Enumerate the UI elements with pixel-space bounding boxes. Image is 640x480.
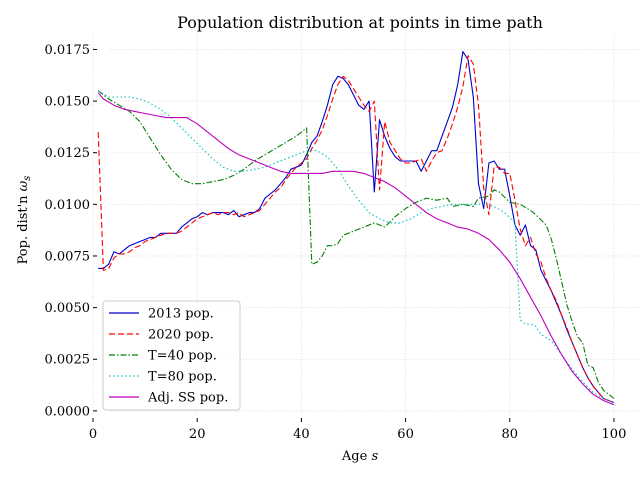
chart-title: Population distribution at points in tim…	[177, 13, 543, 32]
y-tick-label: 0.0100	[45, 198, 91, 213]
x-axis-label: Age s	[341, 449, 379, 464]
x-tick-label: 20	[189, 427, 206, 442]
legend-label-2: 2020 pop.	[148, 328, 214, 343]
legend-box	[102, 300, 241, 411]
x-tick-label: 0	[89, 427, 97, 442]
y-tick-label: 0.0000	[45, 404, 91, 419]
y-tick-label: 0.0050	[45, 301, 91, 316]
x-tick-label: 60	[397, 427, 414, 442]
series-line-4	[97, 90, 615, 404]
legend-label-1: 2013 pop.	[148, 307, 214, 322]
series-line-5	[97, 92, 615, 406]
legend-label-4: T=80 pop.	[148, 370, 217, 385]
y-tick-label: 0.0125	[45, 146, 91, 161]
series-line-3	[97, 90, 615, 399]
y-tick-label: 0.0175	[45, 43, 91, 58]
x-tick-label: 80	[501, 427, 518, 442]
y-tick-label: 0.0150	[45, 95, 91, 110]
y-tick-label: 0.0025	[45, 353, 91, 368]
series-layer	[97, 50, 615, 406]
series-line-2	[97, 55, 615, 404]
x-tick-label: 100	[602, 427, 627, 442]
legend-label-5: Adj. SS pop.	[147, 391, 228, 406]
legend-label-3: T=40 pop.	[148, 349, 217, 364]
y-tick-label: 0.0075	[45, 249, 91, 264]
legend: 2013 pop. 2020 pop. T=40 pop. T=80 pop. Adj.…	[102, 300, 241, 411]
series-line-1	[98, 50, 615, 404]
axis-ticks: 0 20 40 60 80 100 0.0000 0.0025 0.0050 0.0075 0.01…	[45, 43, 627, 442]
y-axis-label: Pop. dist'n ωs	[16, 176, 33, 265]
x-tick-label: 40	[293, 427, 310, 442]
